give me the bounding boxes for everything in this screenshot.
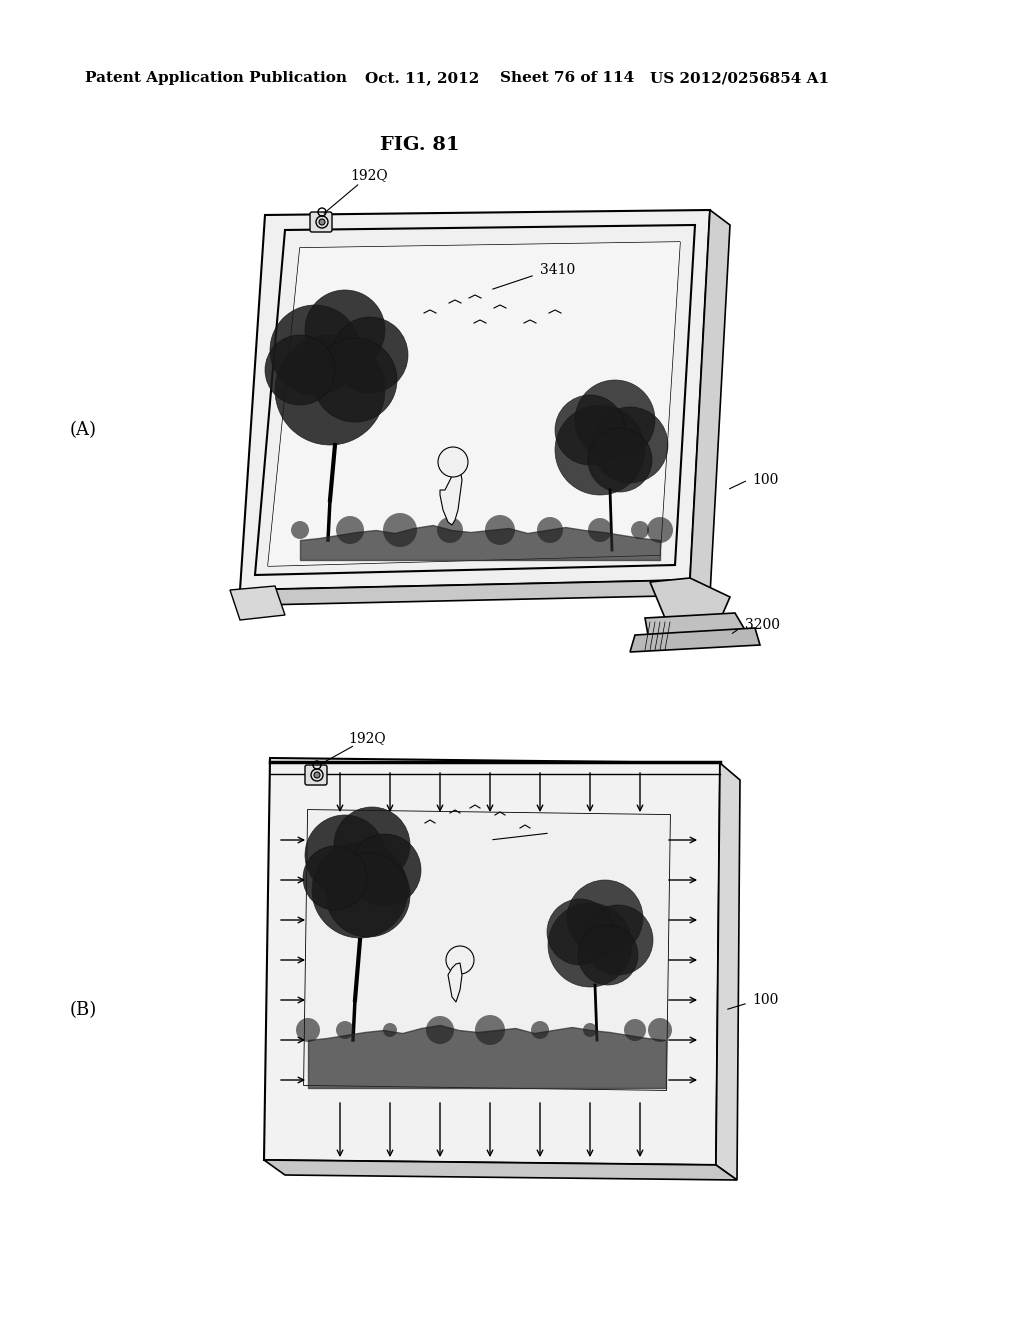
Text: 3420: 3420: [555, 822, 590, 837]
Polygon shape: [449, 964, 462, 1002]
Circle shape: [648, 1018, 672, 1041]
Polygon shape: [240, 210, 710, 590]
Circle shape: [319, 219, 325, 224]
Circle shape: [588, 428, 652, 492]
Text: 3410: 3410: [540, 263, 575, 277]
Polygon shape: [240, 579, 710, 605]
Polygon shape: [304, 810, 670, 1090]
Circle shape: [332, 317, 408, 393]
Polygon shape: [268, 242, 680, 566]
Circle shape: [265, 335, 335, 405]
Text: 192Q: 192Q: [350, 168, 388, 182]
Text: 100: 100: [752, 993, 778, 1007]
Circle shape: [555, 395, 625, 465]
Polygon shape: [690, 210, 730, 595]
Text: 192Q: 192Q: [348, 731, 386, 744]
Polygon shape: [304, 810, 670, 1090]
Text: (B): (B): [70, 1001, 97, 1019]
Circle shape: [531, 1020, 549, 1039]
Text: US 2012/0256854 A1: US 2012/0256854 A1: [650, 71, 829, 84]
Circle shape: [575, 380, 655, 459]
Circle shape: [647, 517, 673, 543]
Text: Patent Application Publication: Patent Application Publication: [85, 71, 347, 84]
FancyBboxPatch shape: [310, 213, 332, 232]
Circle shape: [275, 335, 385, 445]
Text: FIG. 81: FIG. 81: [380, 136, 460, 154]
Polygon shape: [230, 586, 285, 620]
Circle shape: [583, 1023, 597, 1038]
Polygon shape: [268, 242, 680, 566]
Circle shape: [326, 853, 410, 937]
Polygon shape: [630, 628, 760, 652]
Polygon shape: [264, 1160, 737, 1180]
Circle shape: [631, 521, 649, 539]
Circle shape: [305, 290, 385, 370]
Circle shape: [305, 814, 385, 895]
Polygon shape: [716, 763, 740, 1180]
Circle shape: [485, 515, 515, 545]
Circle shape: [313, 338, 397, 422]
FancyBboxPatch shape: [305, 766, 327, 785]
Circle shape: [303, 846, 367, 909]
Circle shape: [624, 1019, 646, 1041]
Circle shape: [592, 407, 668, 483]
Circle shape: [383, 1023, 397, 1038]
Circle shape: [426, 1016, 454, 1044]
Circle shape: [475, 1015, 505, 1045]
Polygon shape: [650, 578, 730, 640]
Circle shape: [334, 807, 410, 883]
Circle shape: [548, 903, 632, 987]
Circle shape: [578, 925, 638, 985]
Text: 100: 100: [752, 473, 778, 487]
Circle shape: [567, 880, 643, 956]
Circle shape: [583, 906, 653, 975]
Circle shape: [446, 946, 474, 974]
Text: (A): (A): [70, 421, 97, 440]
Circle shape: [555, 405, 645, 495]
Polygon shape: [440, 469, 462, 525]
Circle shape: [349, 834, 421, 906]
Circle shape: [588, 517, 612, 543]
Polygon shape: [264, 758, 720, 1166]
Circle shape: [438, 447, 468, 477]
Circle shape: [537, 517, 563, 543]
Circle shape: [383, 513, 417, 546]
Circle shape: [336, 1020, 354, 1039]
Circle shape: [314, 772, 319, 777]
Circle shape: [437, 517, 463, 543]
Circle shape: [270, 305, 360, 395]
Circle shape: [336, 516, 364, 544]
Circle shape: [291, 521, 309, 539]
Circle shape: [547, 899, 613, 965]
Circle shape: [312, 842, 408, 939]
Text: Oct. 11, 2012: Oct. 11, 2012: [365, 71, 479, 84]
Text: 3200: 3200: [745, 618, 780, 632]
Circle shape: [296, 1018, 319, 1041]
Text: Sheet 76 of 114: Sheet 76 of 114: [500, 71, 634, 84]
Polygon shape: [645, 612, 745, 635]
